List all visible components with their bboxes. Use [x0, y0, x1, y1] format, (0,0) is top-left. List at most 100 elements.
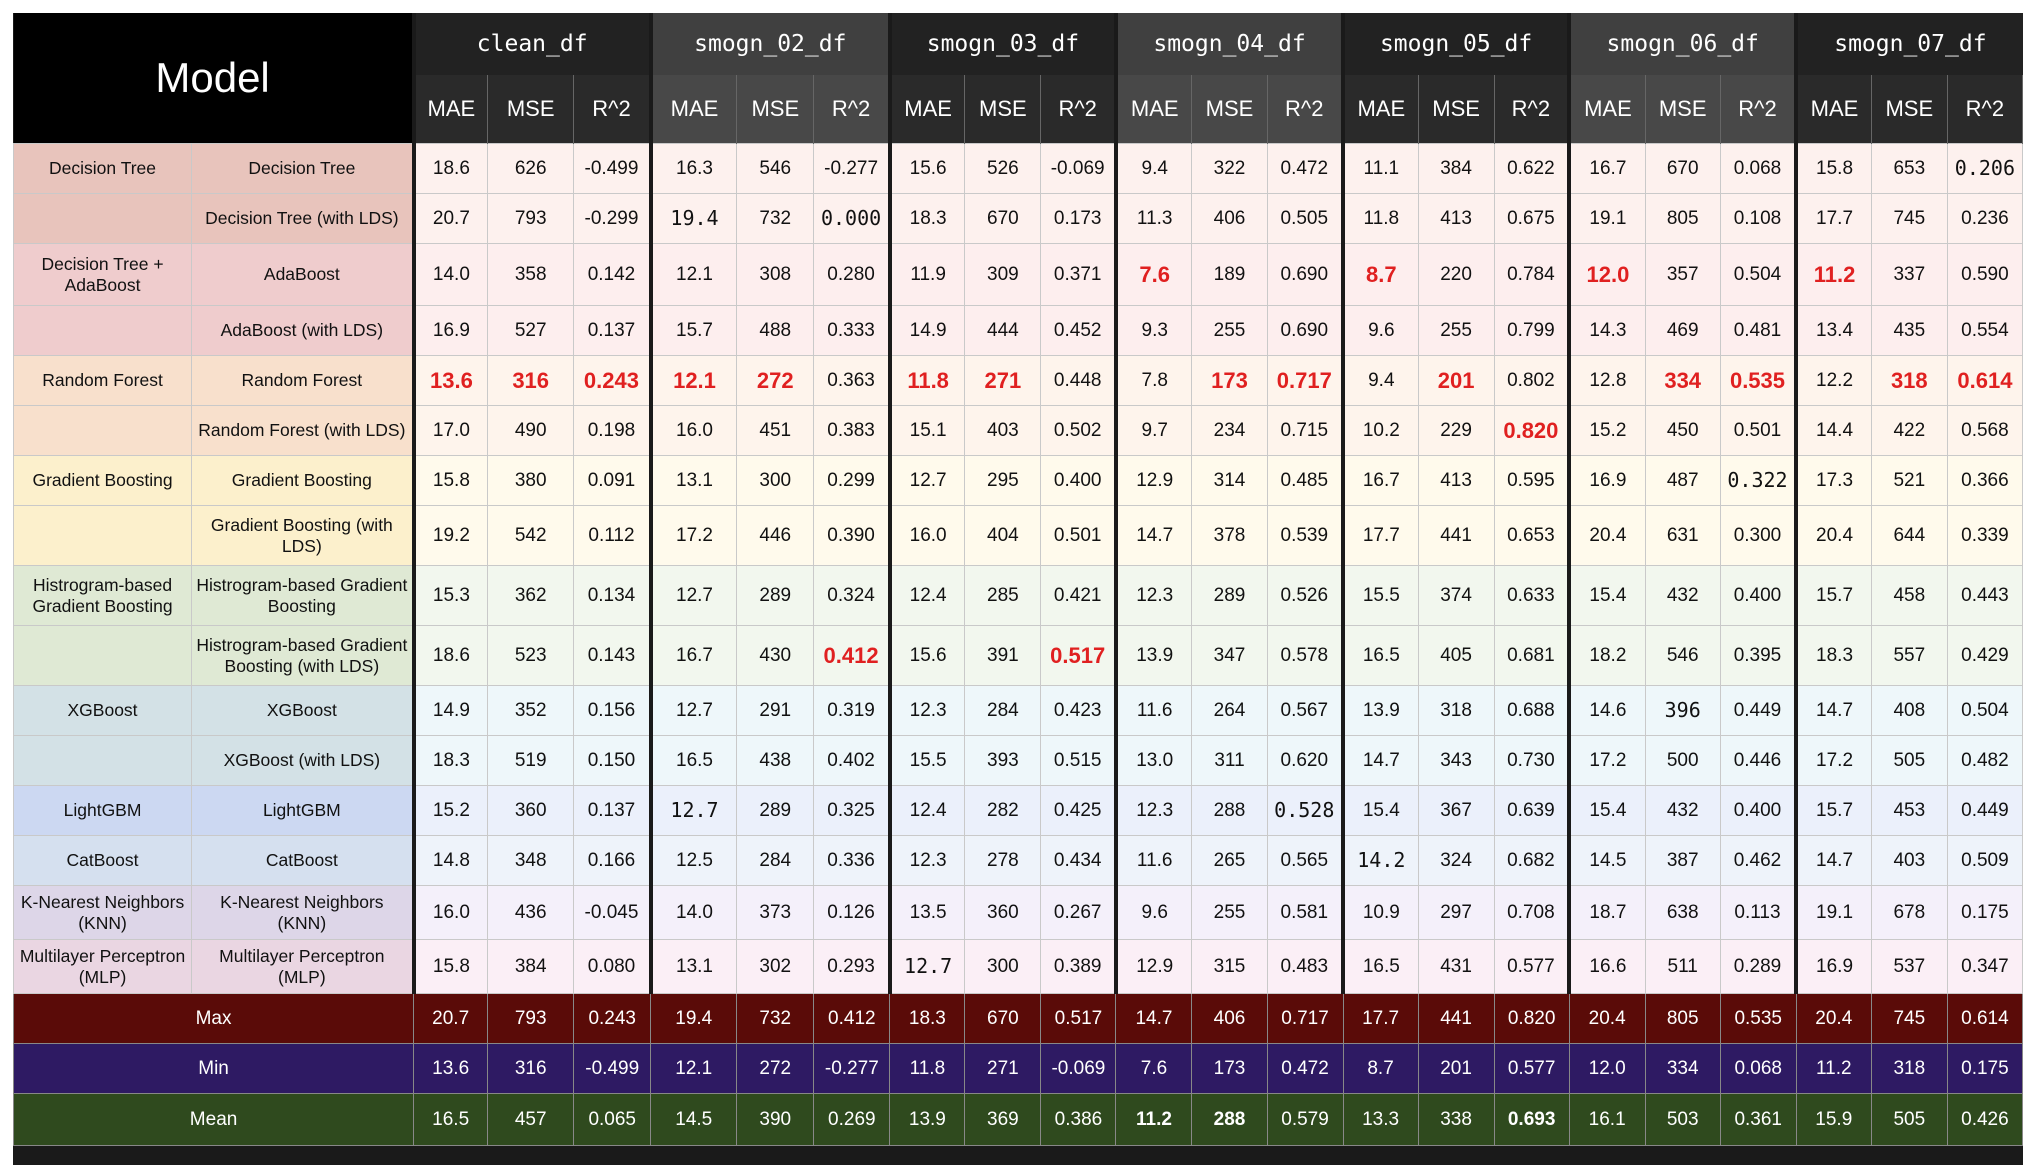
summary-value-cell: -0.277: [813, 1043, 891, 1094]
metric-header-mse: MSE: [1418, 75, 1495, 144]
summary-value-cell: 14.7: [1115, 993, 1193, 1044]
model-name-cell: XGBoost: [191, 685, 415, 736]
value-cell-mae: 16.6: [1567, 939, 1646, 994]
value-cell-r2: 0.708: [1493, 885, 1570, 940]
dataset-label: smogn_03_df: [926, 31, 1080, 58]
model-group-cell: XGBoost: [12, 685, 193, 736]
value-cell-r2: 0.137: [573, 305, 652, 356]
value-cell-mae: 12.1: [648, 243, 738, 306]
metric-header-r2: R^2: [1267, 75, 1344, 144]
value-cell-mae: 12.3: [1113, 785, 1193, 836]
summary-value-cell: 20.4: [1795, 993, 1872, 1044]
model-name-cell: Multilayer Perceptron (MLP): [191, 939, 415, 994]
model-group-cell: [12, 735, 193, 786]
value-cell-mse: 357: [1644, 243, 1721, 306]
value-cell-r2: 0.717: [1266, 355, 1344, 406]
value-cell-mse: 438: [736, 735, 815, 786]
value-cell-mse: 367: [1417, 785, 1495, 836]
value-cell-mae: 13.6: [411, 355, 489, 406]
table-row: Decision Tree Decision Tree 18.6 626 -0.499 1…: [12, 143, 2024, 194]
value-cell-mae: 12.4: [887, 785, 966, 836]
value-cell-mse: 387: [1644, 835, 1721, 886]
value-cell-mse: 229: [1417, 405, 1495, 456]
value-cell-r2: 0.526: [1266, 565, 1344, 626]
value-cell-mae: 12.7: [887, 939, 966, 994]
value-cell-r2: 0.324: [813, 565, 891, 626]
value-cell-mse: 322: [1191, 143, 1268, 194]
value-cell-r2: 0.156: [573, 685, 652, 736]
model-group-cell: Gradient Boosting: [12, 455, 193, 506]
value-cell-mse: 309: [964, 243, 1042, 306]
value-cell-r2: 0.535: [1719, 355, 1797, 406]
model-name-cell: Decision Tree: [191, 143, 415, 194]
table-row: Histrogram-based Gradient Boosting (with…: [12, 625, 2024, 686]
value-cell-r2: 0.515: [1040, 735, 1117, 786]
metric-header-r2: R^2: [573, 75, 652, 144]
value-cell-mse: 487: [1644, 455, 1721, 506]
summary-value-cell: 20.4: [1568, 993, 1646, 1044]
value-cell-mse: 173: [1191, 355, 1268, 406]
model-name-cell: Decision Tree (with LDS): [191, 193, 415, 244]
value-cell-r2: 0.502: [1040, 405, 1117, 456]
value-cell-r2: 0.730: [1493, 735, 1570, 786]
summary-value-cell: 0.426: [1946, 1093, 2024, 1146]
table-row: LightGBM LightGBM 15.2 360 0.137 12.7 289 0.325…: [12, 785, 2024, 836]
value-cell-mse: 314: [1191, 455, 1268, 506]
value-cell-r2: 0.300: [1719, 505, 1797, 566]
model-group-cell: [12, 625, 193, 686]
metric-header-mse: MSE: [736, 75, 815, 144]
value-cell-r2: 0.166: [573, 835, 652, 886]
dataset-header-smogn_07_df: smogn_07_df: [1794, 13, 2023, 75]
summary-value-cell: 0.361: [1719, 1093, 1797, 1146]
summary-value-cell: 8.7: [1342, 1043, 1419, 1094]
model-name-cell: Gradient Boosting: [191, 455, 415, 506]
value-cell-mae: 19.1: [1567, 193, 1646, 244]
value-cell-r2: 0.113: [1719, 885, 1797, 940]
value-cell-mae: 14.7: [1794, 835, 1872, 886]
value-cell-r2: 0.590: [1946, 243, 2024, 306]
value-cell-r2: 0.504: [1719, 243, 1797, 306]
value-cell-r2: 0.443: [1946, 565, 2024, 626]
metric-header-mae: MAE: [887, 75, 966, 144]
value-cell-r2: 0.434: [1040, 835, 1117, 886]
value-cell-r2: 0.614: [1946, 355, 2024, 406]
value-cell-r2: -0.299: [573, 193, 652, 244]
summary-value-cell: 11.8: [889, 1043, 966, 1094]
value-cell-r2: 0.485: [1266, 455, 1344, 506]
value-cell-r2: 0.820: [1493, 405, 1570, 456]
value-cell-mae: 15.7: [1794, 785, 1872, 836]
value-cell-r2: 0.690: [1266, 243, 1344, 306]
model-group-cell: Decision Tree: [12, 143, 193, 194]
table-row: Gradient Boosting (with LDS) 19.2 542 0.112…: [12, 505, 2024, 566]
value-cell-mse: 289: [736, 565, 815, 626]
value-cell-r2: 0.517: [1040, 625, 1117, 686]
value-cell-mae: 12.5: [648, 835, 738, 886]
model-group-cell: Decision Tree + AdaBoost: [12, 243, 193, 306]
value-cell-r2: 0.322: [1719, 455, 1797, 506]
value-cell-r2: 0.633: [1493, 565, 1570, 626]
value-cell-mse: 435: [1870, 305, 1948, 356]
value-cell-mae: 9.4: [1113, 143, 1193, 194]
summary-value-cell: 20.7: [413, 993, 489, 1044]
value-cell-mse: 436: [487, 885, 575, 940]
value-cell-mae: 18.3: [411, 735, 489, 786]
value-cell-mae: 9.6: [1113, 885, 1193, 940]
value-cell-r2: 0.715: [1266, 405, 1344, 456]
value-cell-mse: 526: [964, 143, 1042, 194]
dataset-label: smogn_07_df: [1834, 31, 1987, 58]
results-table-frame: Model clean_df smogn_02_df smogn_03_df smog…: [12, 13, 2024, 1165]
value-cell-mse: 347: [1191, 625, 1268, 686]
value-cell-r2: 0.150: [573, 735, 652, 786]
value-cell-mse: 678: [1870, 885, 1948, 940]
value-cell-mae: 12.8: [1567, 355, 1646, 406]
value-cell-mae: 11.6: [1113, 685, 1193, 736]
value-cell-mse: 490: [487, 405, 575, 456]
value-cell-mse: 360: [487, 785, 575, 836]
value-cell-mae: 16.9: [411, 305, 489, 356]
value-cell-r2: 0.688: [1493, 685, 1570, 736]
metric-header-r2: R^2: [1720, 75, 1797, 144]
value-cell-mae: 16.5: [648, 735, 738, 786]
metric-header-mae: MAE: [1341, 75, 1419, 144]
value-cell-mse: 523: [487, 625, 575, 686]
value-cell-mae: 12.3: [887, 835, 966, 886]
